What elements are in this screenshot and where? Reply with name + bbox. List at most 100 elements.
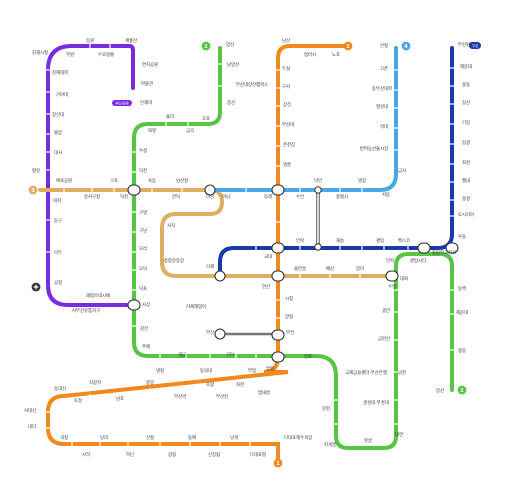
station-label: 수정 xyxy=(139,147,147,154)
transfer-seomyeon xyxy=(271,329,285,341)
station-label: 거제 xyxy=(206,263,214,270)
station-label: 장림 xyxy=(168,451,176,458)
station-label: 강서구청 xyxy=(84,193,100,200)
line-6-route xyxy=(46,44,135,307)
station-label: 장신대 xyxy=(52,111,64,118)
station-label: 등구 xyxy=(54,218,62,224)
station-label: 광안 xyxy=(382,307,390,314)
terminal-line4-north xyxy=(401,41,411,51)
station-label: 괘법르네시떼 xyxy=(86,292,110,299)
station-label: 수영 xyxy=(388,283,396,290)
station-label: 율리 xyxy=(166,113,174,120)
station-label: 문현 xyxy=(322,405,330,412)
station-label: 냉정 xyxy=(156,367,164,374)
station-label: 부전 xyxy=(206,329,214,336)
station-label: 명륜 xyxy=(283,161,291,168)
station-label: 중앙 xyxy=(146,379,154,386)
station-label: 부산역 xyxy=(174,393,186,400)
station-label: 대연 xyxy=(395,431,403,438)
station-label: 해운대 xyxy=(456,309,468,316)
station-label: 부산진 xyxy=(216,393,228,400)
station-label: 신장림 xyxy=(208,451,220,458)
station-label: 구서 xyxy=(282,83,290,90)
station-label: 다대포항 xyxy=(250,451,266,458)
station-label: 연산 xyxy=(262,283,270,290)
station-label: 토성 xyxy=(74,397,82,404)
station-label: 덕포 xyxy=(139,285,147,292)
station-label: 부산원동 xyxy=(458,41,474,48)
purple-badge xyxy=(112,100,132,106)
station-label: 동원 xyxy=(86,37,94,44)
station-label: 월내 xyxy=(462,177,470,184)
station-label: 계룡산 xyxy=(125,37,137,44)
line-4-route xyxy=(208,46,398,192)
station-label: 시청 xyxy=(285,296,293,302)
station-label: 화명 xyxy=(148,127,156,134)
station-label: 기장 xyxy=(462,119,470,126)
terminal-line2-south xyxy=(457,385,467,395)
station-label: 서부산유통지구 xyxy=(72,307,100,314)
station-label: 대화 xyxy=(400,275,408,282)
station-label: 좌천 xyxy=(462,159,470,166)
station-label: 덕천 xyxy=(120,193,128,200)
station-label: 만덕 xyxy=(172,193,180,200)
transfer-geoje xyxy=(214,270,226,282)
station-label: 배산 xyxy=(326,265,334,272)
transfer-busanjin xyxy=(271,351,285,363)
line-2-number-south: 2 xyxy=(460,388,464,394)
station-label: 동백 xyxy=(458,285,466,292)
station-label: 구명 xyxy=(139,209,147,216)
station-label: 노포 xyxy=(332,52,340,58)
transfer-anrak xyxy=(314,243,322,251)
station-label: 모라 xyxy=(139,245,147,252)
station-label: 공항 xyxy=(54,279,62,286)
station-label: 모덕 xyxy=(139,265,147,272)
station-label: 체육공원 xyxy=(56,177,72,184)
station-label: 송정 xyxy=(462,195,470,202)
terminal-line1-north xyxy=(343,41,353,51)
station-label: 반여농산물시장 xyxy=(360,145,388,152)
station-label: 금곡 xyxy=(186,128,194,134)
station-label: 중동 xyxy=(462,82,470,88)
line-2-route xyxy=(132,46,454,450)
station-label: 범내골 xyxy=(258,389,270,396)
line-1-number-south: 1 xyxy=(276,461,280,467)
station-labels: 동원 계룡산 김해시청 부원 수로왕릉 연지공원 박물관 인제대 김해대학 가야… xyxy=(24,37,474,458)
transfer-deokcheon xyxy=(127,184,141,196)
station-label: 민락 xyxy=(386,257,394,264)
station-label: 센텀시티 xyxy=(410,257,426,264)
station-label: 사상 xyxy=(142,301,150,308)
station-label: 남포 xyxy=(116,395,124,402)
station-label: 초량 xyxy=(206,381,214,388)
station-label: 금련산 xyxy=(378,335,390,342)
station-label: 당리 xyxy=(100,434,108,441)
station-label: 영산대 xyxy=(376,103,388,110)
station-label: 남산 xyxy=(282,37,290,44)
station-label: 장전 xyxy=(283,101,291,108)
station-label: 박물관 xyxy=(141,80,153,87)
terminal-line1-south xyxy=(273,458,283,468)
line-4-number: 4 xyxy=(404,44,408,50)
transfer-yeonsan xyxy=(271,270,285,282)
light-rail-icon xyxy=(33,284,39,290)
station-label: 안락 xyxy=(296,237,304,244)
station-label: 구남 xyxy=(139,227,147,234)
station-label: 동부산대학 xyxy=(372,85,392,92)
transfer-sasang xyxy=(127,299,141,311)
station-label: 부산대 xyxy=(282,121,294,128)
station-label: 괴정 xyxy=(60,434,68,441)
station-label: 동래 xyxy=(264,193,272,200)
station-label: 가야 xyxy=(226,351,234,358)
station-label: 부암 xyxy=(248,367,256,374)
station-label: 구포 xyxy=(110,178,118,184)
station-label: 신평 xyxy=(146,434,154,441)
station-label: 안평 xyxy=(380,42,388,49)
station-label: 금사 xyxy=(398,167,406,174)
station-label: 좌천 xyxy=(236,381,244,388)
station-label: 서대신 xyxy=(24,407,36,414)
line-3-number: 3 xyxy=(31,188,35,194)
station-label: 경성대·부경대 xyxy=(363,399,389,406)
station-label: 범어사 xyxy=(304,51,316,58)
